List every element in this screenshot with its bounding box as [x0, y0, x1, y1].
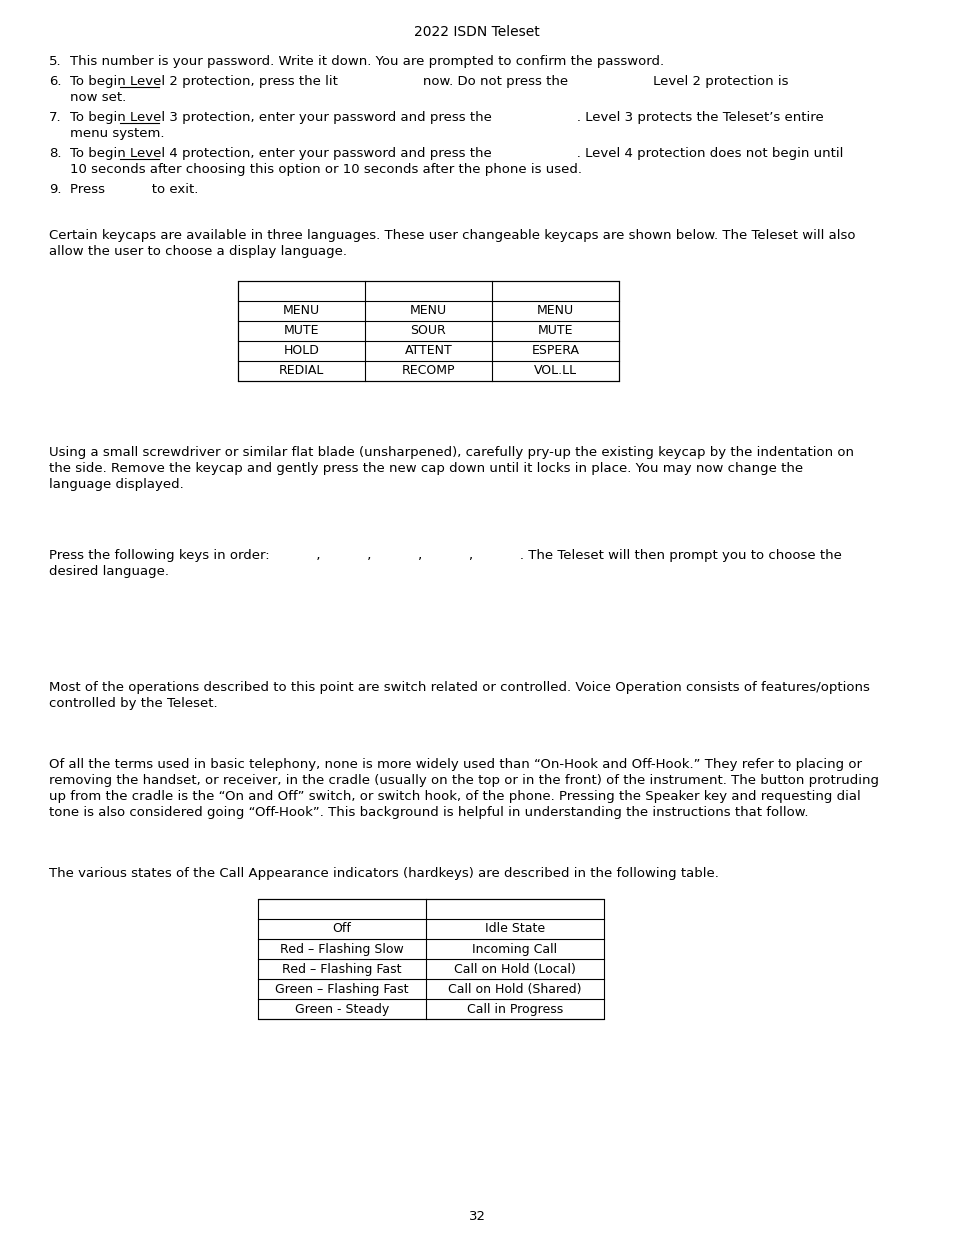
Text: removing the handset, or receiver, in the cradle (usually on the top or in the f: removing the handset, or receiver, in th… — [49, 774, 878, 787]
Text: ESPERA: ESPERA — [531, 345, 578, 357]
Text: Of all the terms used in basic telephony, none is more widely used than “On-Hook: Of all the terms used in basic telephony… — [49, 758, 862, 771]
Text: Call on Hold (Local): Call on Hold (Local) — [454, 962, 576, 976]
Text: menu system.: menu system. — [70, 127, 164, 140]
Text: 32: 32 — [468, 1210, 485, 1223]
Text: Using a small screwdriver or similar flat blade (unsharpened), carefully pry-up : Using a small screwdriver or similar fla… — [49, 446, 853, 459]
Text: 10 seconds after choosing this option or 10 seconds after the phone is used.: 10 seconds after choosing this option or… — [70, 163, 581, 177]
Text: To begin Level 3 protection, enter your password and press the                  : To begin Level 3 protection, enter your … — [70, 111, 822, 124]
Text: Press the following keys in order:           ,           ,           ,          : Press the following keys in order: , , , — [49, 550, 841, 562]
Text: Idle State: Idle State — [484, 923, 544, 935]
Text: ATTENT: ATTENT — [404, 345, 452, 357]
Text: MENU: MENU — [537, 305, 574, 317]
Text: 7.: 7. — [49, 111, 62, 124]
Text: Incoming Call: Incoming Call — [472, 942, 557, 956]
Text: Red – Flashing Slow: Red – Flashing Slow — [280, 942, 403, 956]
Text: Call in Progress: Call in Progress — [466, 1003, 562, 1015]
Text: Off: Off — [333, 923, 351, 935]
Text: To begin Level 2 protection, press the lit                    now. Do not press : To begin Level 2 protection, press the l… — [70, 75, 788, 88]
Text: Press           to exit.: Press to exit. — [70, 183, 198, 196]
Text: MUTE: MUTE — [283, 325, 319, 337]
Text: VOL.LL: VOL.LL — [534, 364, 577, 378]
Text: Green – Flashing Fast: Green – Flashing Fast — [275, 983, 408, 995]
Bar — [237, 282, 618, 382]
Text: To begin Level 4 protection, enter your password and press the                  : To begin Level 4 protection, enter your … — [70, 147, 842, 161]
Text: MENU: MENU — [410, 305, 447, 317]
Text: 6.: 6. — [49, 75, 61, 88]
Text: Red – Flashing Fast: Red – Flashing Fast — [282, 962, 401, 976]
Text: controlled by the Teleset.: controlled by the Teleset. — [49, 697, 217, 710]
Text: 9.: 9. — [49, 183, 61, 196]
Text: The various states of the Call Appearance indicators (hardkeys) are described in: The various states of the Call Appearanc… — [49, 867, 719, 881]
Text: This number is your password. Write it down. You are prompted to confirm the pas: This number is your password. Write it d… — [70, 56, 663, 68]
Text: up from the cradle is the “On and Off” switch, or switch hook, of the phone. Pre: up from the cradle is the “On and Off” s… — [49, 790, 860, 803]
Text: Certain keycaps are available in three languages. These user changeable keycaps : Certain keycaps are available in three l… — [49, 228, 855, 242]
Text: 5.: 5. — [49, 56, 62, 68]
Text: 2022 ISDN Teleset: 2022 ISDN Teleset — [414, 25, 539, 40]
Text: Green - Steady: Green - Steady — [294, 1003, 389, 1015]
Text: RECOMP: RECOMP — [401, 364, 455, 378]
Text: language displayed.: language displayed. — [49, 478, 184, 492]
Text: REDIAL: REDIAL — [278, 364, 324, 378]
Text: MUTE: MUTE — [537, 325, 573, 337]
Text: 8.: 8. — [49, 147, 61, 161]
Text: HOLD: HOLD — [283, 345, 319, 357]
Bar — [257, 899, 603, 1019]
Text: the side. Remove the keycap and gently press the new cap down until it locks in : the side. Remove the keycap and gently p… — [49, 462, 802, 475]
Text: SOUR: SOUR — [410, 325, 446, 337]
Text: Most of the operations described to this point are switch related or controlled.: Most of the operations described to this… — [49, 680, 869, 694]
Text: now set.: now set. — [70, 91, 126, 104]
Text: Call on Hold (Shared): Call on Hold (Shared) — [448, 983, 581, 995]
Text: tone is also considered going “Off-Hook”. This background is helpful in understa: tone is also considered going “Off-Hook”… — [49, 806, 807, 819]
Text: desired language.: desired language. — [49, 564, 169, 578]
Text: allow the user to choose a display language.: allow the user to choose a display langu… — [49, 245, 347, 258]
Text: MENU: MENU — [283, 305, 319, 317]
